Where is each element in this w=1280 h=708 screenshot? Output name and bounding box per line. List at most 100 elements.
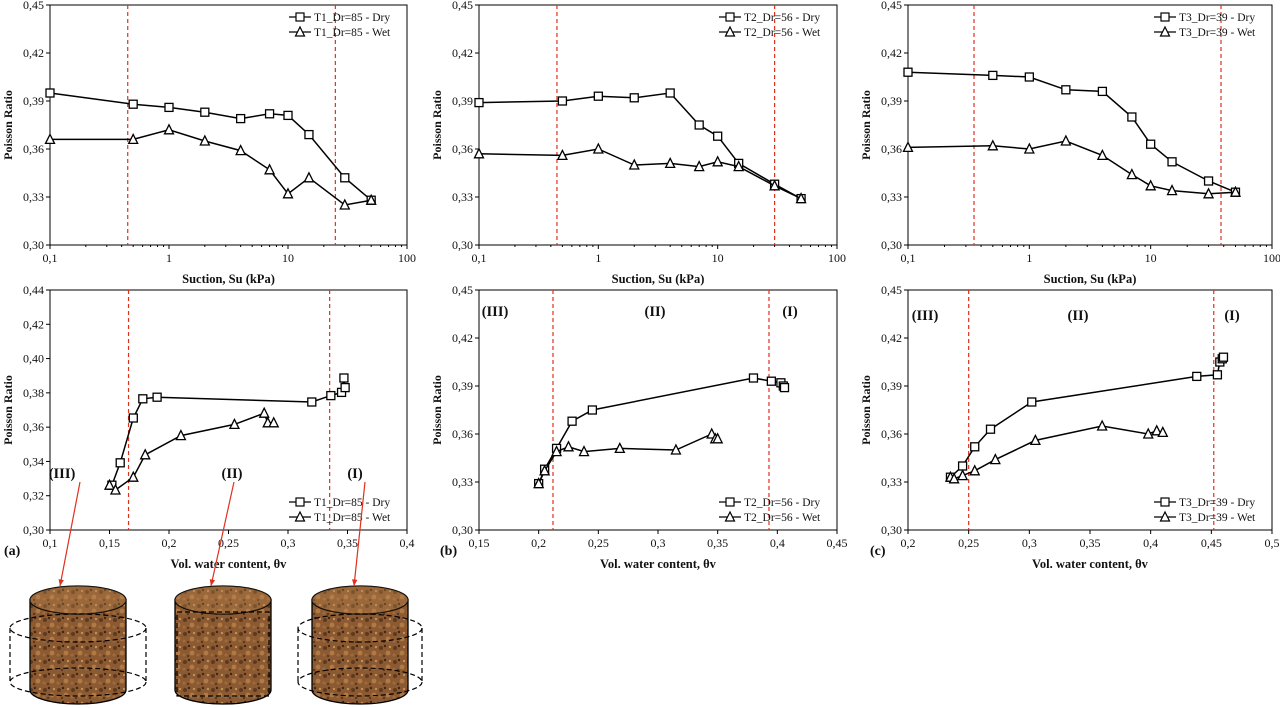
y-tick-label: 0,44: [23, 283, 44, 297]
legend-marker-square: [295, 497, 305, 507]
data-point-square: [1061, 85, 1071, 95]
plot-frame: [907, 289, 1273, 531]
y-tick-label: 0,33: [881, 190, 902, 204]
y-tick-label: 0,40: [23, 352, 44, 366]
data-point-square: [235, 113, 246, 124]
data-point-triangle: [1126, 168, 1138, 180]
y-tick-label: 0,42: [452, 46, 473, 60]
legend-label: T3_Dr=39 - Wet: [1179, 27, 1256, 39]
y-tick-label: 0,33: [452, 190, 473, 204]
regime-label: (III): [912, 308, 939, 324]
data-point-triangle: [628, 158, 640, 170]
data-point-triangle: [670, 443, 682, 455]
legend-marker-square: [725, 12, 735, 22]
data-point-triangle: [1203, 187, 1215, 199]
data-point-square: [115, 458, 125, 468]
series-line: [478, 148, 802, 200]
data-point-square: [1127, 112, 1137, 122]
data-point-square: [1024, 72, 1034, 82]
data-point-square: [988, 70, 998, 81]
y-tick-label: 0,39: [881, 379, 902, 393]
data-point-triangle: [712, 155, 724, 167]
x-tick-label: 0,1: [43, 536, 58, 550]
x-axis-label: Suction, Su (kPa): [1044, 272, 1137, 286]
legend-marker-triangle: [294, 25, 306, 37]
plot-frame: [49, 4, 408, 246]
regime-label: (II): [645, 304, 666, 320]
y-axis-label: Poisson Ratio: [859, 90, 873, 160]
data-point-square: [1146, 139, 1156, 149]
data-point-triangle: [733, 160, 745, 172]
data-point-triangle: [664, 156, 676, 169]
x-tick-label: 100: [828, 251, 846, 265]
legend-label: T1_Dr=85 - Wet: [314, 512, 391, 524]
chart-c-bottom: 0,30 0,33 0,36 0,39 0,42 0,45 0,2 0,25 0,3 0,35 0,…: [859, 283, 1280, 571]
data-point-square: [1167, 157, 1177, 167]
y-tick-label: 0,36: [881, 142, 902, 156]
data-point-square: [340, 382, 350, 393]
legend-marker-triangle: [1159, 25, 1171, 37]
y-tick-label: 0,39: [452, 379, 473, 393]
data-point-square: [138, 394, 148, 404]
chart-b-top: 0,30 0,33 0,36 0,39 0,42 0,45 0,1 1 10 100 Suction…: [430, 0, 846, 286]
legend-label: T3_Dr=39 - Dry: [1179, 497, 1255, 509]
legend-marker-square: [1160, 497, 1170, 507]
x-tick-label: 1: [166, 251, 172, 265]
data-point-square: [1218, 352, 1229, 362]
data-point-triangle: [1229, 185, 1242, 197]
data-point-square: [1027, 397, 1037, 407]
data-point-triangle: [1142, 427, 1154, 439]
data-point-square: [694, 120, 704, 130]
data-point-triangle: [44, 132, 56, 145]
plot-frame: [478, 289, 838, 531]
data-point-square: [629, 93, 639, 103]
data-point-square: [339, 373, 349, 383]
x-tick-label: 0,2: [531, 536, 546, 550]
x-tick-label: 0,3: [281, 536, 296, 550]
legend-label: T1_Dr=85 - Wet: [314, 27, 391, 39]
data-point-square: [593, 91, 603, 101]
x-tick-label: 0,45: [1201, 536, 1222, 550]
x-tick-label: 0,2: [162, 536, 177, 550]
data-point-triangle: [139, 448, 151, 460]
y-tick-label: 0,36: [23, 420, 44, 434]
data-point-square: [45, 88, 55, 98]
y-tick-label: 0,42: [881, 46, 902, 60]
data-point-triangle: [258, 406, 270, 418]
data-point-triangle: [1096, 419, 1108, 431]
data-point-square: [340, 173, 350, 183]
y-axis-label: Poisson Ratio: [859, 375, 873, 445]
y-tick-label: 0,45: [452, 283, 473, 297]
y-tick-label: 0,32: [23, 489, 44, 503]
arrow-head: [58, 579, 64, 586]
data-point-triangle: [556, 148, 568, 161]
data-point-triangle: [551, 445, 563, 457]
data-point-triangle: [957, 469, 969, 481]
data-point-triangle: [1151, 424, 1163, 436]
legend-label: T2_Dr=56 - Dry: [744, 12, 820, 24]
data-point-triangle: [235, 144, 247, 156]
arrow-head: [351, 579, 358, 586]
series-line: [907, 71, 1236, 193]
y-tick-label: 0,39: [23, 94, 44, 108]
arrow-head: [209, 579, 216, 586]
x-axis-label: Vol. water content, θv: [171, 557, 288, 571]
y-tick-label: 0,42: [881, 331, 902, 345]
data-point-square: [766, 376, 777, 386]
data-point-triangle: [592, 142, 604, 154]
data-point-triangle: [712, 432, 724, 444]
y-tick-label: 0,34: [23, 454, 44, 468]
x-axis-label: Vol. water content, θv: [600, 557, 717, 571]
y-axis-label: Poisson Ratio: [1, 375, 15, 445]
data-point-square: [264, 109, 275, 119]
regime-arrow: [210, 481, 235, 587]
y-tick-label: 0,33: [452, 475, 473, 489]
x-axis-label: Suction, Su (kPa): [612, 272, 705, 286]
x-axis-label: Suction, Su (kPa): [182, 272, 275, 286]
x-axis-label: Vol. water content, θv: [1032, 557, 1149, 571]
data-point-triangle: [1145, 179, 1157, 191]
data-point-square: [1097, 86, 1108, 97]
data-point-triangle: [163, 123, 175, 135]
legend-label: T2_Dr=56 - Dry: [744, 497, 820, 509]
legend-label: T2_Dr=56 - Wet: [744, 27, 821, 39]
